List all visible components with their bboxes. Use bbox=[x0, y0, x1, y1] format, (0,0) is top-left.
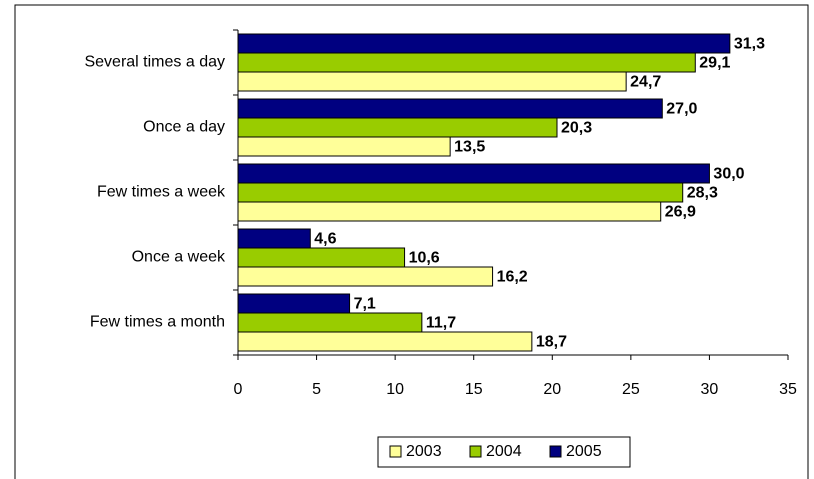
x-tick-label: 10 bbox=[386, 381, 404, 398]
legend-swatch bbox=[469, 445, 482, 458]
bar bbox=[237, 71, 627, 92]
x-tick-label: 35 bbox=[779, 381, 797, 398]
legend-label: 2003 bbox=[406, 443, 442, 460]
bar bbox=[237, 331, 533, 352]
x-tick-label: 5 bbox=[312, 381, 321, 398]
bar bbox=[237, 201, 662, 222]
data-label: 13,5 bbox=[454, 139, 485, 156]
y-tick-label: Several times a day bbox=[84, 54, 225, 71]
data-label: 20,3 bbox=[561, 120, 592, 137]
x-tick-label: 0 bbox=[234, 381, 243, 398]
data-label: 28,3 bbox=[687, 185, 718, 202]
bar bbox=[237, 98, 663, 119]
y-tick-label: Few times a month bbox=[90, 314, 225, 331]
bar bbox=[237, 52, 696, 73]
data-label: 26,9 bbox=[665, 204, 696, 221]
legend-label: 2005 bbox=[566, 443, 602, 460]
bar bbox=[237, 247, 406, 268]
data-label: 31,3 bbox=[734, 36, 765, 53]
y-tick-label: Once a day bbox=[143, 119, 225, 136]
data-label: 4,6 bbox=[314, 231, 336, 248]
data-label: 10,6 bbox=[409, 250, 440, 267]
data-label: 18,7 bbox=[536, 334, 567, 351]
bar bbox=[237, 163, 710, 184]
bar bbox=[237, 33, 731, 54]
data-label: 29,1 bbox=[699, 55, 730, 72]
x-tick-label: 20 bbox=[543, 381, 561, 398]
bar bbox=[237, 266, 494, 287]
y-tick-label: Few times a week bbox=[97, 184, 226, 201]
legend-swatch bbox=[549, 445, 562, 458]
legend-box bbox=[377, 436, 631, 468]
x-tick-label: 25 bbox=[622, 381, 640, 398]
legend-swatch bbox=[389, 445, 402, 458]
data-label: 30,0 bbox=[713, 166, 744, 183]
bar bbox=[237, 293, 351, 314]
bar bbox=[237, 136, 451, 157]
y-tick-label: Once a week bbox=[132, 249, 226, 266]
data-label: 24,7 bbox=[630, 74, 661, 91]
bar bbox=[237, 182, 684, 203]
data-label: 11,7 bbox=[426, 315, 456, 332]
data-label: 16,2 bbox=[497, 269, 528, 286]
bar bbox=[237, 228, 311, 249]
legend-label: 2004 bbox=[486, 443, 522, 460]
bar bbox=[237, 117, 558, 138]
chart-border bbox=[14, 4, 809, 479]
x-tick-label: 30 bbox=[701, 381, 719, 398]
x-tick-label: 15 bbox=[465, 381, 483, 398]
data-label: 27,0 bbox=[666, 101, 697, 118]
bar bbox=[237, 312, 423, 333]
data-label: 7,1 bbox=[354, 296, 376, 313]
